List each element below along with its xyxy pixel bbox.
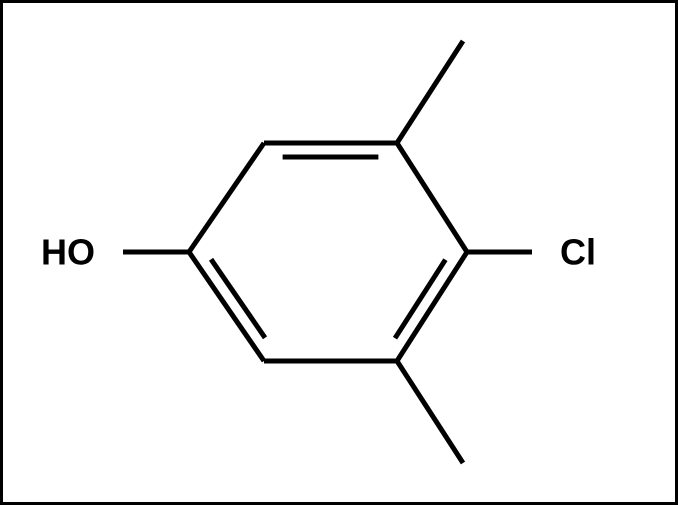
atom-label-O1: HO <box>41 232 95 273</box>
bond <box>397 143 467 252</box>
bond <box>189 252 264 361</box>
bond <box>189 143 264 252</box>
bond <box>397 41 463 143</box>
bond <box>397 252 467 361</box>
chemical-structure: HO Cl <box>0 0 678 505</box>
bond <box>397 361 463 463</box>
atom-label-Cl1: Cl <box>560 232 596 273</box>
